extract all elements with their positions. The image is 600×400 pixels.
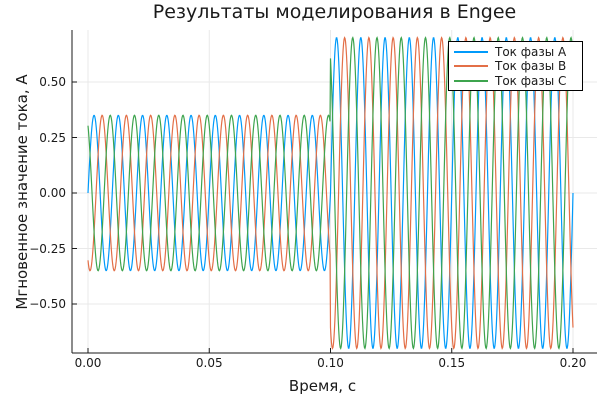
x-tick-label: 0.15 [438, 356, 466, 370]
y-tick-label: −0.25 [29, 241, 66, 256]
legend-item-phase-b: Ток фазы В [454, 60, 577, 72]
x-tick-label: 0.10 [317, 356, 344, 370]
phase-a-line-swatch [454, 50, 488, 53]
legend-item-phase-a: Ток фазы А [454, 46, 577, 58]
legend-item-phase-c: Ток фазы С [454, 75, 577, 87]
y-tick-label: 0.25 [39, 130, 66, 145]
phase-b-line-swatch [454, 65, 488, 67]
x-tick-label: 0.00 [74, 356, 102, 370]
legend-label: Ток фазы С [495, 73, 567, 88]
x-tick-label: 0.20 [559, 356, 587, 370]
chart-title: Результаты моделирования в Engee [152, 1, 517, 23]
x-tick-label: 0.05 [195, 356, 223, 370]
legend-label: Ток фазы В [495, 59, 567, 73]
y-tick-label: 0.00 [39, 186, 66, 200]
phase-c-line-swatch [454, 79, 488, 82]
legend: Ток фазы А Ток фазы В Ток фазы С [448, 41, 583, 91]
y-tick-label: −0.50 [29, 297, 66, 311]
y-axis-label: Мгновенное значение тока, А [13, 74, 31, 310]
y-tick-label: 0.50 [39, 75, 66, 89]
legend-label: Ток фазы А [495, 44, 567, 59]
x-axis-label: Время, с [288, 377, 357, 395]
